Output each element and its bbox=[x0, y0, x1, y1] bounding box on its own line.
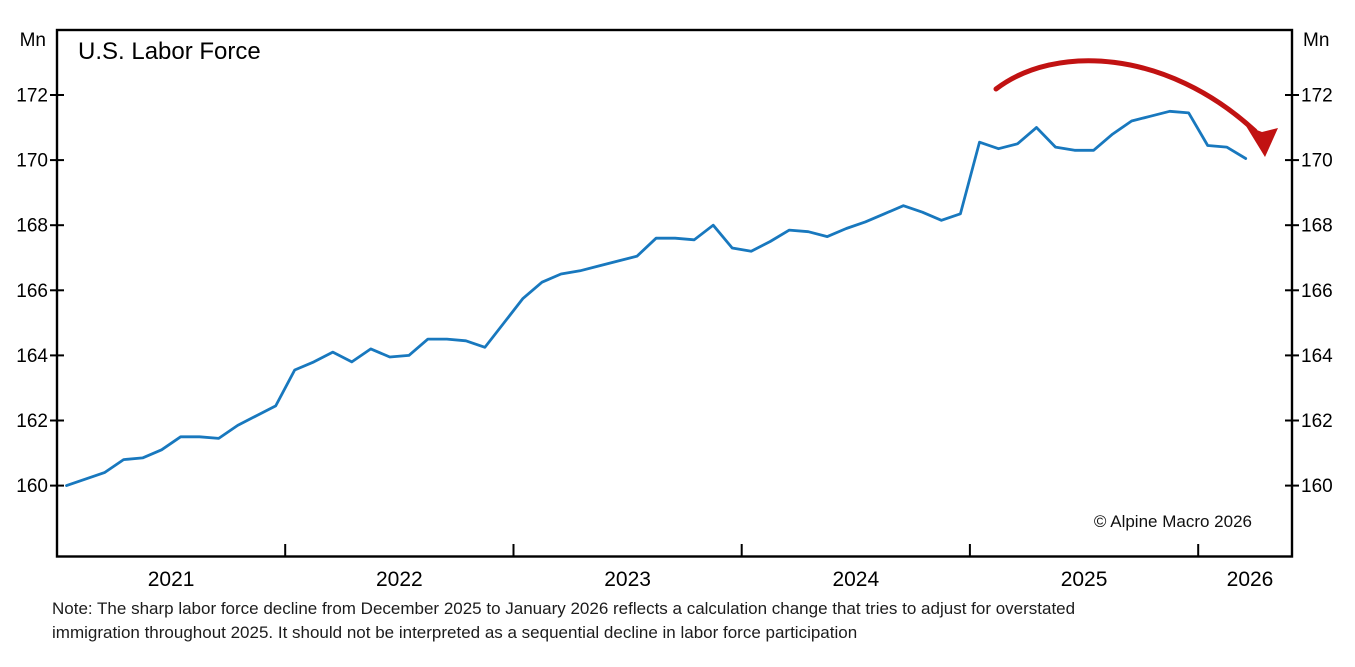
decline-arrow bbox=[993, 58, 1278, 157]
y-tick-label-left: 172 bbox=[16, 86, 48, 107]
note-line-2: immigration throughout 2025. It should n… bbox=[52, 623, 857, 642]
y-tick-label-left: 162 bbox=[16, 411, 48, 432]
y-tick-label-right: 162 bbox=[1301, 411, 1333, 432]
y-tick-label-left: 164 bbox=[16, 346, 48, 367]
y-tick-label-right: 168 bbox=[1301, 216, 1333, 237]
unit-label-left: Mn bbox=[20, 30, 46, 51]
y-tick-label-right: 166 bbox=[1301, 281, 1333, 302]
y-tick-label-left: 168 bbox=[16, 216, 48, 237]
x-tick-label: 2021 bbox=[148, 568, 195, 591]
decline-arrow-head bbox=[1246, 126, 1278, 157]
y-tick-label-right: 164 bbox=[1301, 346, 1333, 367]
copyright: © Alpine Macro 2026 bbox=[1094, 512, 1252, 531]
y-tick-label-right: 160 bbox=[1301, 476, 1333, 497]
x-tick-label: 2026 bbox=[1227, 568, 1274, 591]
chart-title: U.S. Labor Force bbox=[78, 38, 261, 65]
y-tick-label-left: 166 bbox=[16, 281, 48, 302]
note-line-1: Note: The sharp labor force decline from… bbox=[52, 599, 1075, 618]
x-tick-label: 2023 bbox=[604, 568, 651, 591]
labor-force-line bbox=[65, 109, 1248, 488]
series-layer bbox=[65, 109, 1248, 488]
x-tick-label: 2024 bbox=[832, 568, 879, 591]
y-tick-label-left: 160 bbox=[16, 476, 48, 497]
x-tick-label: 2022 bbox=[376, 568, 423, 591]
y-tick-label-right: 172 bbox=[1301, 86, 1333, 107]
unit-label-right: Mn bbox=[1303, 30, 1329, 51]
y-tick-label-right: 170 bbox=[1301, 151, 1333, 172]
x-axis-ticks: 2021 2022 2023 2024 2025 2026 bbox=[148, 544, 1274, 591]
y-tick-label-left: 170 bbox=[16, 151, 48, 172]
decline-arrow-shaft bbox=[993, 58, 1258, 134]
plot-area bbox=[55, 28, 1294, 558]
x-tick-label: 2025 bbox=[1061, 568, 1108, 591]
y-axis-ticks: 160 160 162 162 164 164 166 166 168 168 170 170 172 1… bbox=[16, 86, 1333, 498]
